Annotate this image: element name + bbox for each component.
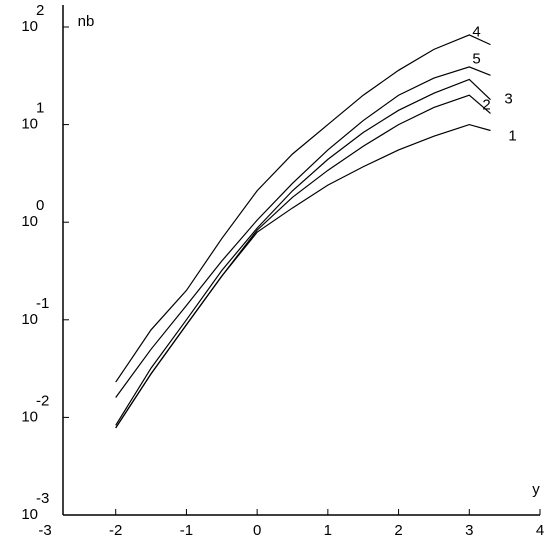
y-tick-label: 10: [21, 506, 38, 523]
series-line: [115, 34, 491, 383]
y-tick-label: 10: [21, 116, 38, 133]
x-tick-label: 1: [324, 522, 332, 539]
y-tick-exponent: -1: [36, 295, 49, 312]
y-tick-exponent: 0: [36, 197, 44, 214]
y-axis-label: nb: [78, 13, 95, 30]
y-tick-exponent: -2: [36, 392, 49, 409]
x-tick-label: -1: [180, 522, 193, 539]
x-tick-label: 0: [253, 522, 261, 539]
series-label: 1: [508, 127, 516, 144]
y-tick-exponent: 1: [36, 100, 44, 117]
series-line: [115, 78, 491, 426]
series-label: 4: [472, 24, 480, 41]
y-tick-label: 10: [21, 408, 38, 425]
series-label: 5: [472, 50, 480, 67]
series-line: [115, 66, 491, 398]
x-tick-label: 2: [394, 522, 402, 539]
y-tick-exponent: 2: [36, 2, 44, 19]
x-tick-label: 3: [465, 522, 473, 539]
y-tick-label: 10: [21, 18, 38, 35]
x-tick-label: -3: [38, 522, 51, 539]
series-label: 2: [482, 96, 490, 113]
x-axis-label: y: [532, 481, 540, 498]
y-tick-label: 10: [21, 213, 38, 230]
series-line: [115, 123, 491, 429]
series-line: [115, 94, 491, 429]
series-label: 3: [504, 91, 512, 108]
x-tick-label: -2: [109, 522, 122, 539]
y-tick-label: 10: [21, 311, 38, 328]
y-tick-exponent: -3: [36, 490, 49, 507]
x-tick-label: 4: [536, 522, 544, 539]
